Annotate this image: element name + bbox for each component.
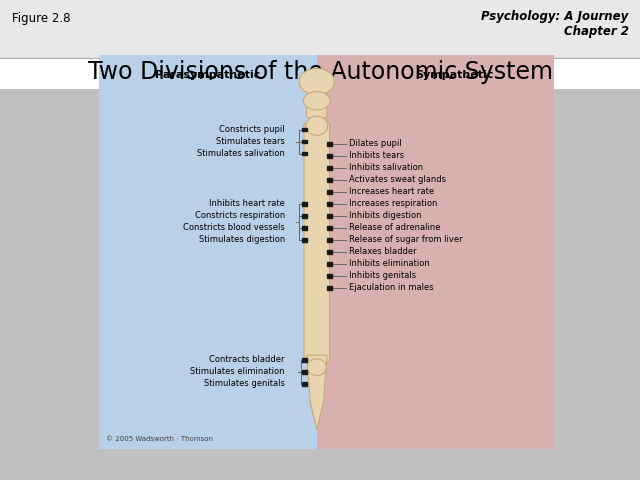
Text: Contracts bladder: Contracts bladder <box>209 356 285 364</box>
Text: Increases heart rate: Increases heart rate <box>349 188 434 196</box>
Ellipse shape <box>306 116 328 135</box>
Text: Release of adrenaline: Release of adrenaline <box>349 224 440 232</box>
Bar <box>302 140 307 143</box>
Bar <box>302 226 307 229</box>
Bar <box>327 203 332 205</box>
Bar <box>327 226 332 229</box>
Bar <box>327 239 332 242</box>
Text: Release of sugar from liver: Release of sugar from liver <box>349 236 463 244</box>
Text: Inhibits elimination: Inhibits elimination <box>349 260 429 268</box>
Bar <box>0 0 640 58</box>
Text: Inhibits heart rate: Inhibits heart rate <box>209 200 285 208</box>
Text: Relaxes bladder: Relaxes bladder <box>349 248 417 256</box>
Bar <box>302 239 307 242</box>
Text: Stimulates salivation: Stimulates salivation <box>197 149 285 158</box>
Text: Dilates pupil: Dilates pupil <box>349 140 401 148</box>
Text: Inhibits digestion: Inhibits digestion <box>349 212 421 220</box>
Bar <box>327 142 332 146</box>
Text: Inhibits tears: Inhibits tears <box>349 152 404 160</box>
Text: Parasympathetic: Parasympathetic <box>156 70 260 80</box>
Bar <box>302 382 307 386</box>
Bar <box>327 166 332 169</box>
Ellipse shape <box>300 69 335 95</box>
Text: Stimulates elimination: Stimulates elimination <box>190 368 285 376</box>
Polygon shape <box>307 355 327 430</box>
Bar <box>302 214 307 217</box>
Bar <box>302 203 307 205</box>
Text: Inhibits genitals: Inhibits genitals <box>349 272 416 280</box>
Text: Ejaculation in males: Ejaculation in males <box>349 284 433 292</box>
Text: Activates sweat glands: Activates sweat glands <box>349 176 446 184</box>
Text: Constricts pupil: Constricts pupil <box>219 125 285 134</box>
Bar <box>302 371 307 373</box>
Bar <box>327 178 332 181</box>
Bar <box>317 55 554 449</box>
Bar <box>327 262 332 266</box>
Bar <box>327 214 332 217</box>
FancyBboxPatch shape <box>304 123 330 362</box>
Ellipse shape <box>303 92 330 110</box>
Bar <box>99 55 317 449</box>
Bar <box>302 358 307 362</box>
FancyBboxPatch shape <box>307 96 327 118</box>
Bar <box>327 275 332 277</box>
Ellipse shape <box>307 359 326 375</box>
Text: Constricts respiration: Constricts respiration <box>195 212 285 220</box>
Text: Figure 2.8: Figure 2.8 <box>12 12 70 25</box>
Text: Increases respiration: Increases respiration <box>349 200 437 208</box>
Text: Stimulates digestion: Stimulates digestion <box>198 236 285 244</box>
Text: Inhibits salivation: Inhibits salivation <box>349 164 423 172</box>
Text: Stimulates genitals: Stimulates genitals <box>204 380 285 388</box>
Text: Sympathetic: Sympathetic <box>415 70 493 80</box>
Bar <box>302 128 307 131</box>
Bar <box>327 190 332 193</box>
Text: Stimulates tears: Stimulates tears <box>216 137 285 146</box>
Bar <box>327 286 332 289</box>
Text: Psychology: A Journey
Chapter 2: Psychology: A Journey Chapter 2 <box>481 10 628 37</box>
Text: © 2005 Wadsworth · Thomson: © 2005 Wadsworth · Thomson <box>106 436 212 442</box>
Bar <box>0 58 640 89</box>
Bar <box>327 154 332 157</box>
Text: Constricts blood vessels: Constricts blood vessels <box>183 224 285 232</box>
Bar <box>327 251 332 253</box>
Text: Two Divisions of the Autonomic System: Two Divisions of the Autonomic System <box>88 60 552 84</box>
Bar <box>302 152 307 155</box>
